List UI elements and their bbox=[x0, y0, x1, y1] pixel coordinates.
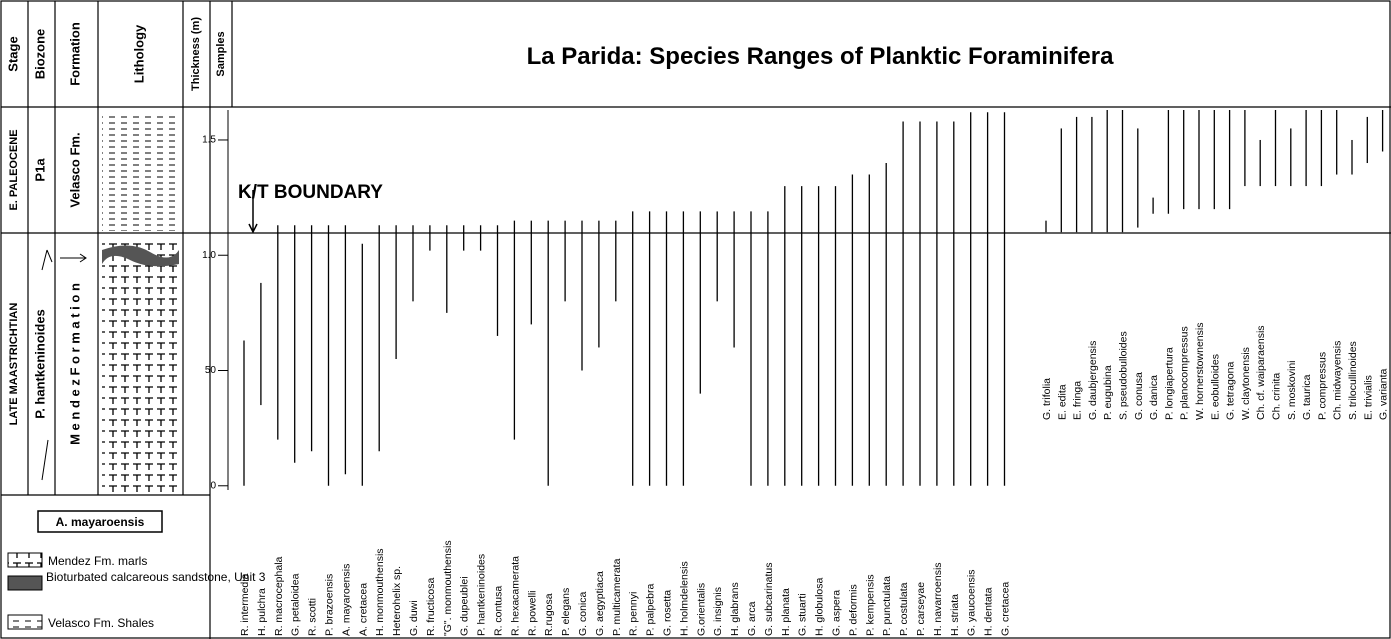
species-label: G. tetragona bbox=[1225, 361, 1237, 420]
species-label: G. insignis bbox=[712, 587, 724, 636]
species-label: S. moskovini bbox=[1286, 360, 1298, 420]
species-label: P. kempensis bbox=[864, 574, 876, 636]
species-label: R. intermedia bbox=[239, 573, 251, 636]
species-label: Ch. midwayensis bbox=[1332, 341, 1344, 420]
species-label: G. dupeublei bbox=[459, 576, 471, 636]
kt-arrow bbox=[248, 190, 258, 234]
species-label: P. planocompressus bbox=[1179, 326, 1191, 420]
species-label: P. compressus bbox=[1316, 352, 1328, 420]
species-label: H. monmouthensis bbox=[374, 548, 386, 636]
biozone: P1a bbox=[32, 158, 47, 182]
species-label: R. contusa bbox=[493, 586, 505, 636]
column-header: Thickness (m) bbox=[190, 17, 202, 91]
kt-label: K/T BOUNDARY bbox=[238, 182, 383, 203]
species-label: G. taurica bbox=[1301, 374, 1313, 420]
species-label: "G". monmouthensis bbox=[442, 540, 454, 636]
species-label: G. rosetta bbox=[662, 590, 674, 636]
species-label: H. dentata bbox=[983, 587, 995, 636]
y-tick-label: 1.5 bbox=[202, 135, 216, 146]
species-label: G. conica bbox=[577, 591, 589, 636]
species-label: G.orientalis bbox=[695, 583, 707, 636]
species-label: P. eugubina bbox=[1102, 365, 1114, 420]
y-tick-label: 50 bbox=[205, 365, 217, 376]
species-label: P. elegans bbox=[560, 588, 572, 636]
species-label: G. duwi bbox=[408, 600, 420, 636]
species-label: R. macrocephala bbox=[273, 556, 285, 636]
species-label: H. pulchra bbox=[256, 588, 268, 636]
species-label: E. edita bbox=[1056, 384, 1068, 420]
species-label: G. varianta bbox=[1378, 368, 1390, 420]
stage: E. PALEOCENE bbox=[8, 129, 20, 210]
formation: Velasco Fm. bbox=[67, 132, 82, 207]
species-label: G. petaloidea bbox=[290, 573, 302, 636]
species-label: G. danica bbox=[1148, 375, 1160, 420]
column-header: Biozone bbox=[32, 29, 47, 80]
chart-title: La Parida: Species Ranges of Planktic Fo… bbox=[527, 43, 1115, 70]
legend-item: Velasco Fm. Shales bbox=[48, 616, 154, 630]
species-label: H. holmdelensis bbox=[678, 561, 690, 636]
species-label: G. daubjergensis bbox=[1087, 341, 1099, 420]
species-label: E. fringa bbox=[1072, 381, 1084, 420]
species-label: R. scotti bbox=[307, 598, 319, 636]
y-tick-label: 0 bbox=[210, 480, 216, 491]
species-label: H. glabrans bbox=[729, 582, 741, 636]
species-label: H. navarroensis bbox=[932, 562, 944, 636]
species-label: R. fructicosa bbox=[425, 577, 437, 636]
y-tick-label: 1.0 bbox=[202, 250, 216, 261]
species-label: A. mayaroensis bbox=[340, 564, 352, 636]
species-label: G. stuarti bbox=[797, 593, 809, 636]
legend bbox=[7, 249, 163, 630]
species-label: H. globulosa bbox=[814, 577, 826, 636]
species-label: R. pennyi bbox=[628, 592, 640, 636]
legend-item: Bioturbated calcareous sandstone, Unit 3 bbox=[46, 570, 266, 584]
column-header: Stage bbox=[5, 36, 20, 71]
stage: LATE MAASTRICHTIAN bbox=[8, 303, 20, 426]
species-label: P. deformis bbox=[847, 584, 859, 636]
species-label: G. subcarinatus bbox=[763, 562, 775, 636]
species-label: G. aegyptiaca bbox=[594, 571, 606, 636]
column-header: Formation bbox=[67, 22, 82, 86]
species-label: E. trivialis bbox=[1362, 375, 1374, 420]
species-label: S. trilocullinoides bbox=[1347, 341, 1359, 420]
species-label: G. conusa bbox=[1133, 372, 1145, 420]
species-label: G. arca bbox=[746, 601, 758, 636]
species-label: R.rugosa bbox=[543, 593, 555, 636]
species-label: P. longiapertura bbox=[1163, 347, 1175, 420]
species-label: W. hornerstownensis bbox=[1194, 323, 1206, 420]
species-label: P. carseyae bbox=[915, 582, 927, 636]
species-label: R. powelli bbox=[526, 590, 538, 636]
lithology bbox=[102, 113, 179, 493]
species-label: P. multicamerata bbox=[611, 558, 623, 636]
species-label: G. aspera bbox=[831, 590, 843, 636]
formation: M e n d e z F o r m a t i o n bbox=[67, 283, 82, 445]
species-label: H. planata bbox=[780, 588, 792, 636]
species-label: Heterohelix sp. bbox=[391, 566, 403, 636]
species-label: W. claytonensis bbox=[1240, 347, 1252, 420]
species-label: P. punctulata bbox=[881, 576, 893, 636]
species-label: P. brazoensis bbox=[324, 574, 336, 636]
species-label: P. palpebra bbox=[645, 583, 657, 636]
species-label: G. trifolia bbox=[1041, 378, 1053, 420]
species-label: G. cretacea bbox=[1000, 582, 1012, 636]
column-header: Lithology bbox=[131, 24, 146, 83]
species-label: S. pseudobulloides bbox=[1118, 331, 1130, 420]
species-label: R. hexacamerata bbox=[509, 556, 521, 636]
species-label: P. hantkeninoides bbox=[476, 554, 488, 636]
species-label: P. costulata bbox=[898, 582, 910, 636]
biozone: P. hantkeninoides bbox=[32, 309, 47, 419]
column-header: Samples bbox=[215, 31, 227, 76]
species-label: G. yaucoensis bbox=[966, 569, 978, 636]
species-label: Ch. cf. waiparaensis bbox=[1255, 325, 1267, 420]
legend-item: Mendez Fm. marls bbox=[48, 554, 147, 568]
species-label: H. striata bbox=[949, 594, 961, 636]
species-label: E. eobulloides bbox=[1209, 354, 1221, 420]
species-label: A. cretacea bbox=[357, 583, 369, 636]
legend-marker: A. mayaroensis bbox=[56, 515, 145, 529]
species-label: Ch. crinita bbox=[1271, 373, 1283, 420]
